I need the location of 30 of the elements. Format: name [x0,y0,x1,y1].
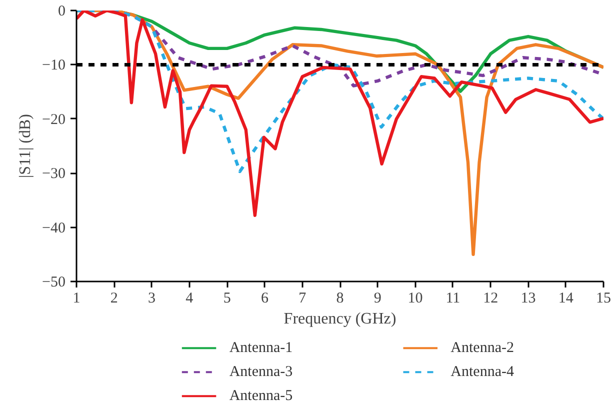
x-tick-label: 11 [446,290,460,306]
x-tick-label: 9 [374,290,382,306]
x-tick-label: 12 [483,290,498,306]
x-tick-label: 15 [596,290,611,306]
y-tick-label: 0 [58,4,66,20]
legend-label: Antenna-1 [229,340,293,356]
x-tick-label: 5 [223,290,231,306]
x-tick-label: 8 [336,290,344,306]
y-tick-label: −20 [42,112,66,128]
legend-label: Antenna-5 [229,388,293,404]
line-series [76,10,604,174]
y-tick-label: −10 [42,58,66,74]
x-tick-label: 3 [148,290,156,306]
legend-label: Antenna-3 [229,364,293,380]
x-tick-label: 6 [260,290,269,306]
y-tick-label: −40 [42,220,66,236]
x-tick-label: 4 [186,290,194,306]
x-tick-label: 2 [110,290,118,306]
x-tick-label: 13 [520,290,536,306]
y-tick-label: −30 [42,166,66,182]
line-series [76,10,604,217]
x-tick-label: 10 [408,290,423,306]
x-tick-label: 1 [72,290,80,306]
legend-label: Antenna-4 [450,364,514,380]
y-axis-title: |S11| (dB) [17,114,34,178]
x-tick-label: 7 [298,290,307,306]
x-tick-label: 14 [558,290,574,306]
legend-label: Antenna-2 [450,340,514,356]
y-tick-label: −50 [42,274,66,290]
x-axis-title: Frequency (GHz) [284,310,396,328]
